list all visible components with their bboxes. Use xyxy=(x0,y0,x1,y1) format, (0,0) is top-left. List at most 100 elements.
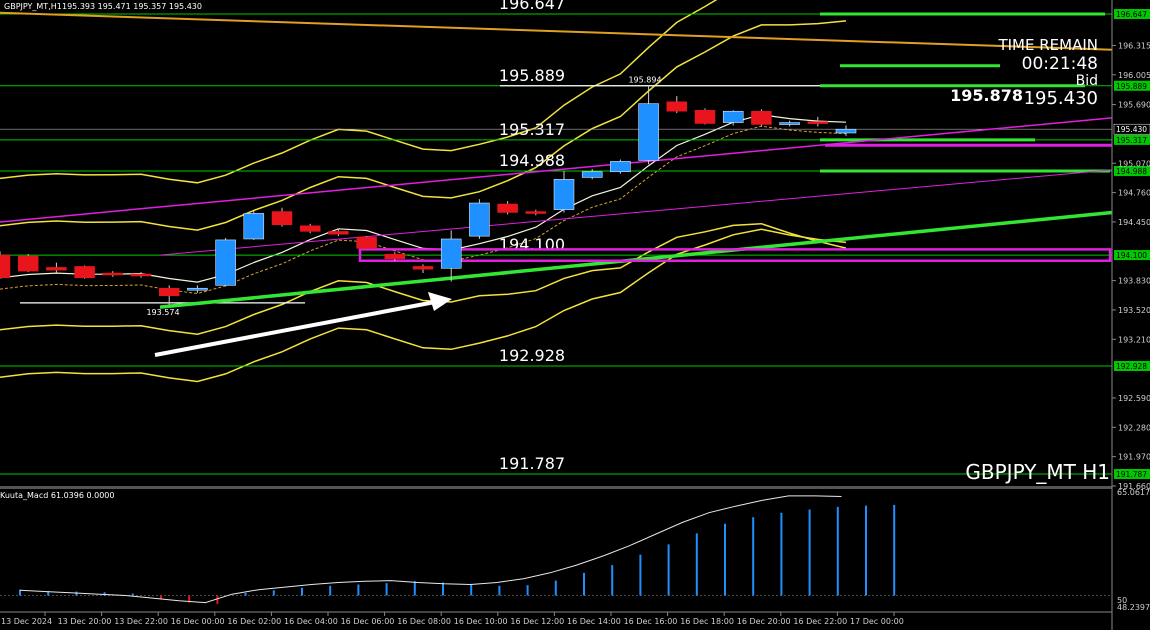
price-tick-label: 194.450 xyxy=(1118,218,1150,227)
price-tick-label: 191.970 xyxy=(1118,453,1150,462)
bid-value: 195.430 xyxy=(1024,88,1098,109)
time-axis: 13 Dec 2024 13 Dec 20:00 13 Dec 22:00 16 De… xyxy=(1,612,904,626)
candle-body xyxy=(469,202,490,237)
candle-body xyxy=(553,179,575,210)
high-extreme-label: 195.894 xyxy=(628,75,661,84)
indicator-title: Kuuta_Macd 61.0396 0.0000 xyxy=(0,491,114,500)
time-label: 16 Dec 22:00 xyxy=(793,617,847,626)
candle-body xyxy=(440,238,462,269)
level-label: 195.889 xyxy=(499,66,565,85)
candle-body xyxy=(722,110,744,123)
level-tag xyxy=(1114,9,1150,20)
time-label: 17 Dec 00:00 xyxy=(850,617,904,626)
candle-body xyxy=(497,203,518,213)
price-tick-label: 195.070 xyxy=(1118,159,1150,168)
bollinger-bands xyxy=(0,0,847,383)
candles xyxy=(0,85,857,306)
level-tag xyxy=(1114,468,1150,479)
indicator-line xyxy=(19,495,842,604)
time-label: 16 Dec 08:00 xyxy=(397,617,451,626)
candle-body xyxy=(243,213,265,240)
low-extreme-label: 193.574 xyxy=(146,308,179,317)
arrow-head xyxy=(428,292,452,311)
price-tick-label: 193.210 xyxy=(1118,335,1150,344)
candle-body xyxy=(666,101,688,112)
level-tag-label: 191.787 xyxy=(1116,470,1147,479)
band-outer-upper xyxy=(0,0,718,184)
candle-body xyxy=(102,272,124,276)
level-tag xyxy=(1114,360,1150,371)
time-label: 16 Dec 04:00 xyxy=(284,617,338,626)
channel-lower-line xyxy=(159,169,1113,256)
price-tick-label: 194.760 xyxy=(1118,189,1150,198)
price-tick-label: 192.280 xyxy=(1118,423,1150,432)
candle-body xyxy=(158,287,180,297)
level-label: 194.100 xyxy=(499,235,565,254)
candle-body xyxy=(581,171,603,178)
time-label: 16 Dec 20:00 xyxy=(737,617,791,626)
candle-body xyxy=(751,110,772,125)
time-label: 13 Dec 20:00 xyxy=(58,617,112,626)
band-outer-lower xyxy=(0,228,847,383)
time-label: 16 Dec 12:00 xyxy=(510,617,564,626)
level-tag-label: 195.889 xyxy=(1116,82,1147,91)
time-label: 16 Dec 18:00 xyxy=(680,617,734,626)
candle-body xyxy=(835,128,857,134)
level-label: 191.787 xyxy=(499,454,565,473)
arrow-shaft xyxy=(154,300,436,357)
level-tag xyxy=(1114,250,1150,261)
level-label: 196.647 xyxy=(499,0,565,13)
candle-body xyxy=(74,266,95,279)
level-tag-label: 196.647 xyxy=(1116,10,1147,19)
candle-body xyxy=(0,254,11,279)
indicator-axis-bottom: 48.2397 xyxy=(1117,603,1150,612)
trend-lines xyxy=(0,117,1113,357)
price-tick-label: 193.520 xyxy=(1118,306,1150,315)
header-symbol: GBPJPY_MT,H1 xyxy=(4,2,62,11)
time-label: 13 Dec 2024 xyxy=(1,617,52,626)
candle-body xyxy=(299,225,321,232)
indicator-pane xyxy=(0,495,1112,604)
candle-body xyxy=(187,287,208,291)
band-upper xyxy=(0,20,847,231)
candle-body xyxy=(130,273,152,277)
candle-body xyxy=(356,236,377,249)
candle-body xyxy=(610,161,631,173)
long-trend-line xyxy=(0,11,1113,51)
indicator-axis-mid: 50 xyxy=(1117,596,1127,605)
candle-body xyxy=(17,255,39,272)
current-price-tag xyxy=(1113,123,1150,135)
bid-bold: 195.878 xyxy=(950,86,1023,105)
candle-body xyxy=(807,121,829,124)
watermark: GBPJPY_MT H1 xyxy=(965,460,1110,484)
level-tag xyxy=(1114,80,1150,91)
level-tag-label: 194.100 xyxy=(1116,251,1147,260)
header-ohlc: 195.393 195.471 195.357 195.430 xyxy=(62,2,202,11)
level-label: 192.928 xyxy=(499,346,565,365)
time-label: 16 Dec 10:00 xyxy=(454,617,508,626)
time-label: 16 Dec 14:00 xyxy=(567,617,621,626)
level-tag xyxy=(1114,134,1150,145)
bid-label: Bid xyxy=(1076,73,1098,89)
level-tag xyxy=(1114,166,1150,177)
candle-body xyxy=(779,122,800,125)
candle-body xyxy=(638,103,659,161)
horizontal-levels: 196.647 196.647 195.889 195.889 195.317 195.3… xyxy=(0,0,1150,479)
candle-body xyxy=(215,239,236,286)
price-tick-label: 196.315 xyxy=(1118,41,1150,50)
time-label: 16 Dec 02:00 xyxy=(227,617,281,626)
candle-body xyxy=(694,110,716,124)
price-tick-label: 196.005 xyxy=(1118,71,1150,80)
timer-value: 00:21:48 xyxy=(1022,54,1098,74)
level-tag-label: 192.928 xyxy=(1116,362,1147,371)
time-label: 16 Dec 00:00 xyxy=(171,617,225,626)
price-tick-label: 191.660 xyxy=(1118,482,1150,491)
price-tick-label: 193.830 xyxy=(1118,277,1150,286)
candle-body xyxy=(271,211,293,226)
channel-upper-line xyxy=(0,117,1113,223)
time-label: 13 Dec 22:00 xyxy=(114,617,168,626)
level-tag-label: 194.988 xyxy=(1116,167,1147,176)
pane-separator xyxy=(0,486,1112,489)
time-label: 16 Dec 16:00 xyxy=(624,617,678,626)
